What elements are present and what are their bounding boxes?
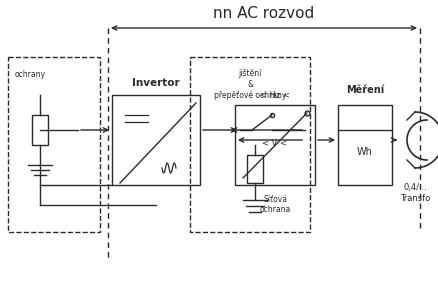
- Text: 0,4/...: 0,4/...: [403, 183, 427, 192]
- Text: Síťová: Síťová: [263, 195, 287, 204]
- Text: Měření: Měření: [346, 85, 384, 95]
- Text: &: &: [247, 80, 253, 89]
- Bar: [247, 155, 263, 183]
- Bar: [338, 105, 392, 185]
- Bar: [235, 105, 315, 185]
- Bar: [112, 95, 200, 185]
- Text: ochrany: ochrany: [14, 70, 46, 79]
- Text: Invertor: Invertor: [132, 78, 180, 88]
- Bar: [32, 115, 48, 145]
- Text: nn AC rozvod: nn AC rozvod: [213, 6, 314, 22]
- Bar: [190, 57, 310, 232]
- Text: ochrana: ochrana: [259, 205, 291, 214]
- Text: přepěťové ochrany: přepěťové ochrany: [214, 90, 286, 100]
- Text: < V <: < V <: [262, 138, 287, 147]
- Text: jištění: jištění: [238, 68, 261, 77]
- Bar: [8, 57, 100, 232]
- Text: Wh: Wh: [357, 147, 373, 157]
- Text: < Hz <: < Hz <: [260, 91, 290, 100]
- Text: Transfo: Transfo: [400, 194, 430, 203]
